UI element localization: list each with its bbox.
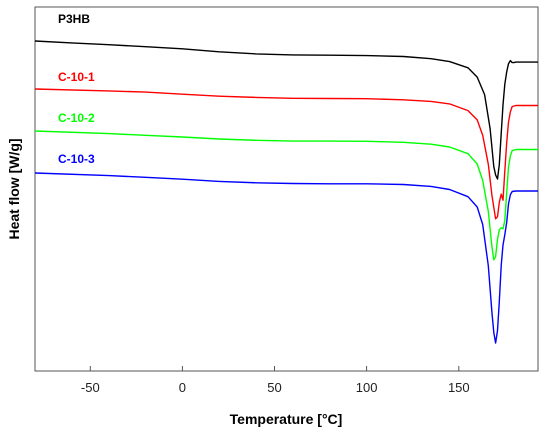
- y-axis-title: Heat flow [W/g]: [6, 138, 22, 239]
- x-tick-label: 150: [448, 380, 470, 395]
- series-line-p3hb: [34, 40, 538, 180]
- series-line-c-10-3: [34, 172, 538, 344]
- series-label-c-10-2: C-10-2: [58, 111, 95, 125]
- series-label-c-10-1: C-10-1: [58, 70, 95, 84]
- x-tick-label: 0: [179, 380, 186, 395]
- series-line-c-10-2: [34, 130, 538, 261]
- series-line-c-10-1: [34, 88, 538, 220]
- series-label-p3hb: P3HB: [58, 12, 90, 26]
- x-tick-label: -50: [81, 380, 100, 395]
- plot-frame: [34, 6, 539, 372]
- series-label-c-10-3: C-10-3: [58, 152, 95, 166]
- x-tick-label: 50: [267, 380, 281, 395]
- x-axis-ticks: -50 0 50 100 150: [81, 366, 470, 395]
- series-layer: [34, 40, 538, 344]
- x-axis-title: Temperature [°C]: [230, 411, 343, 427]
- x-tick-label: 100: [356, 380, 378, 395]
- series-labels: P3HB C-10-1 C-10-2 C-10-3: [58, 12, 95, 166]
